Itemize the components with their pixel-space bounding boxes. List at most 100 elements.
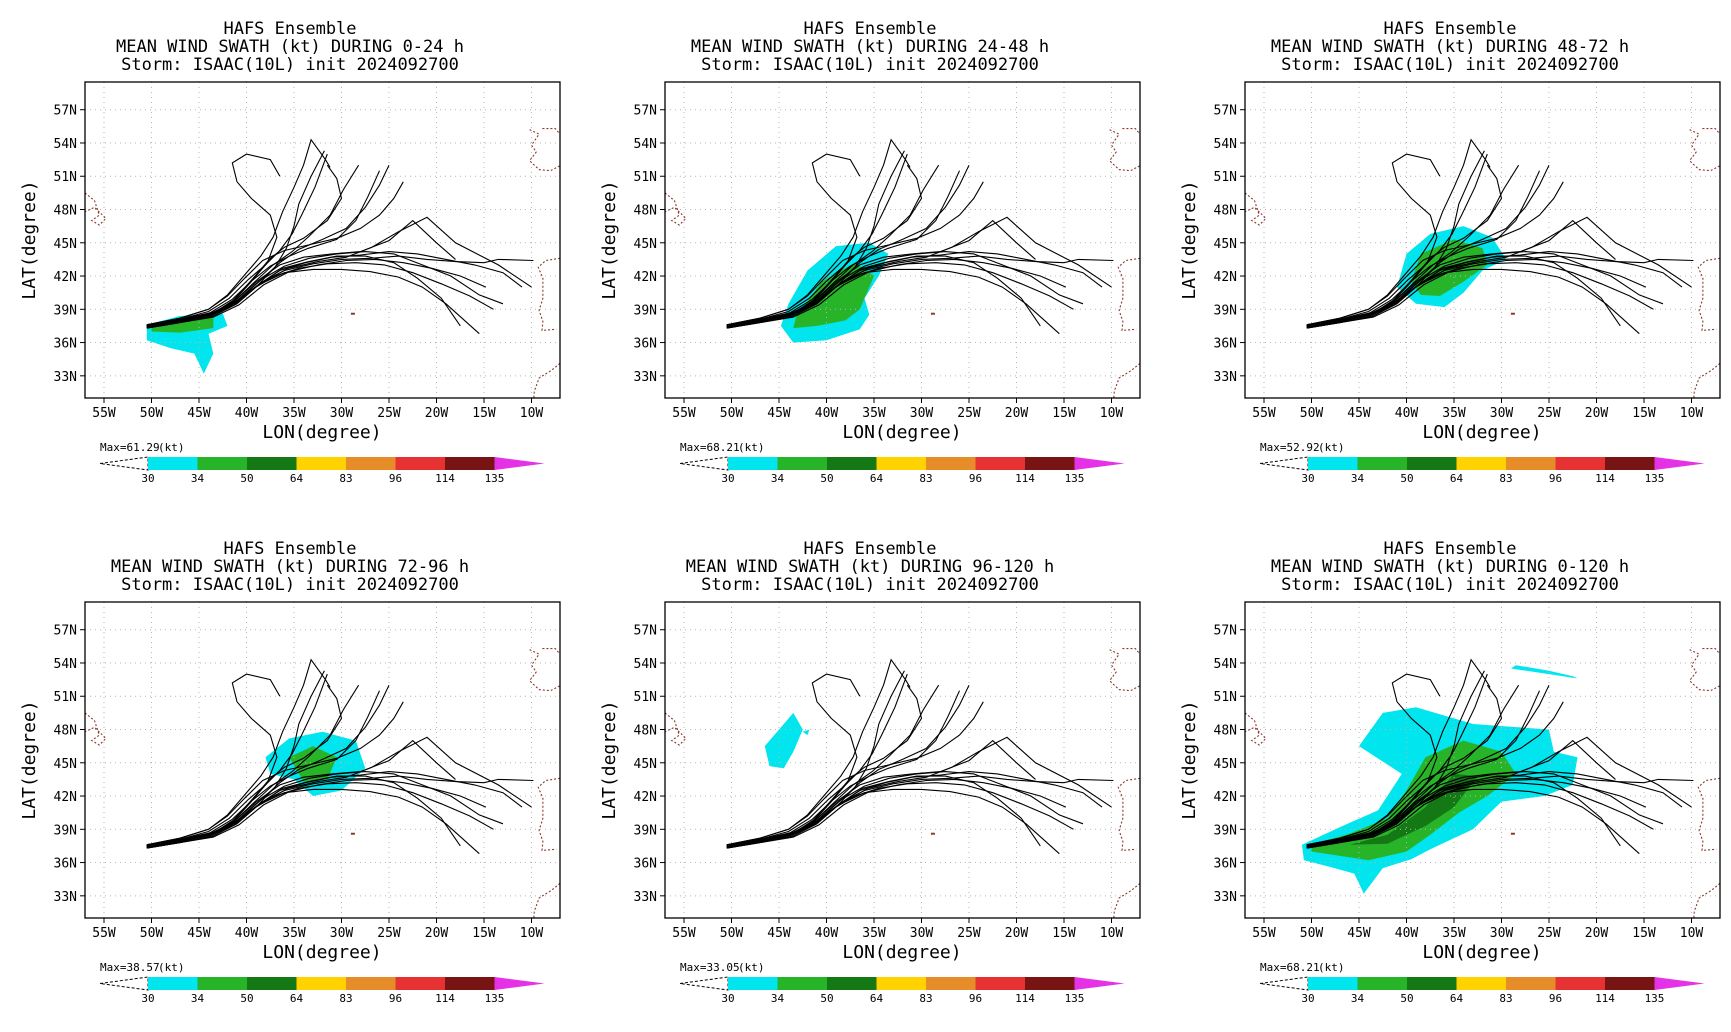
- y-tick-label: 57N: [1214, 624, 1237, 639]
- y-tick-label: 39N: [1214, 303, 1237, 318]
- colorbar-tick-label: 114: [1595, 992, 1615, 1005]
- colorbar-tick-label: 135: [485, 992, 505, 1005]
- colorbar-tick-label: 135: [1065, 472, 1085, 485]
- y-tick-label: 39N: [634, 823, 657, 838]
- colorbar-swatch-50: [1407, 457, 1457, 470]
- coastline: [1697, 257, 1720, 331]
- y-axis-label: LAT(degree): [19, 180, 40, 299]
- y-tick-label: 54N: [634, 657, 657, 672]
- colorbar-tick-label: 64: [290, 992, 304, 1005]
- colorbar-swatch-96: [975, 457, 1025, 470]
- x-tick-label: 55W: [1252, 926, 1276, 941]
- plot-frame: [84, 601, 561, 919]
- y-axis-label: LAT(degree): [599, 180, 620, 299]
- max-wind-units: (kt): [158, 441, 185, 454]
- x-tick-label: 10W: [1680, 406, 1704, 421]
- y-tick-label: 45N: [634, 237, 657, 252]
- colorbar-swatch-50: [247, 457, 297, 470]
- ensemble-track-1: [726, 690, 961, 847]
- max-wind-label: Max=33.05: [680, 961, 740, 974]
- panel-subtitle: MEAN WIND SWATH (kt) DURING 48-72 h: [1271, 37, 1629, 57]
- panel-storm-label: Storm: ISAAC(10L) init 2024092700: [701, 55, 1039, 75]
- y-tick-label: 42N: [54, 270, 77, 285]
- y-tick-label: 57N: [54, 104, 77, 119]
- x-tick-label: 10W: [520, 406, 544, 421]
- colorbar-tick-label: 96: [389, 472, 402, 485]
- colorbar-swatch-30: [1308, 977, 1358, 990]
- colorbar-tick-label: 50: [240, 472, 253, 485]
- colorbar-tick-label: 34: [191, 472, 205, 485]
- x-tick-label: 55W: [1252, 406, 1276, 421]
- coastline: [528, 128, 560, 172]
- x-tick-label: 15W: [472, 926, 496, 941]
- colorbar-over-triangle: [1074, 977, 1125, 990]
- panel-title: HAFS Ensemble: [803, 19, 936, 39]
- colorbar-swatch-83: [346, 457, 396, 470]
- map-area: [1245, 82, 1720, 398]
- coastline: [1719, 620, 1720, 621]
- ensemble-track-16: [726, 164, 923, 327]
- colorbar-swatch-34: [1357, 977, 1407, 990]
- colorbar-tick-label: 50: [820, 992, 833, 1005]
- y-tick-label: 48N: [54, 204, 77, 219]
- y-tick-label: 42N: [54, 790, 77, 805]
- colorbar-tick-label: 114: [435, 472, 455, 485]
- colorbar-under-triangle: [679, 976, 729, 991]
- x-tick-label: 45W: [767, 406, 791, 421]
- colorbar-tick-label: 83: [339, 992, 352, 1005]
- panel-subtitle: MEAN WIND SWATH (kt) DURING 24-48 h: [691, 37, 1049, 57]
- y-tick-label: 57N: [1214, 104, 1237, 119]
- y-tick-label: 54N: [634, 137, 657, 152]
- x-tick-label: 20W: [1005, 406, 1029, 421]
- x-tick-label: 55W: [92, 406, 116, 421]
- colorbar-swatch-34: [777, 457, 827, 470]
- x-tick-label: 20W: [1005, 926, 1029, 941]
- x-tick-label: 25W: [1537, 406, 1561, 421]
- ensemble-track-14: [146, 216, 532, 329]
- panel-storm-label: Storm: ISAAC(10L) init 2024092700: [121, 55, 459, 75]
- x-tick-label: 40W: [1395, 926, 1419, 941]
- azores-islet: [1510, 312, 1515, 315]
- colorbar-over-triangle: [494, 457, 545, 470]
- x-tick-label: 45W: [767, 926, 791, 941]
- colorbar: Max=61.29(kt) 30 34 50 64 83 96 114 135: [99, 441, 545, 485]
- coastline: [1245, 712, 1267, 746]
- colorbar-swatch-83: [1506, 977, 1556, 990]
- max-wind-units: (kt): [1318, 441, 1345, 454]
- x-tick-label: 45W: [1347, 926, 1371, 941]
- colorbar-swatch-30: [1308, 457, 1358, 470]
- y-tick-label: 57N: [54, 624, 77, 639]
- panel-storm-label: Storm: ISAAC(10L) init 2024092700: [121, 575, 459, 595]
- x-tick-label: 40W: [815, 926, 839, 941]
- max-wind-label: Max=38.57: [100, 961, 160, 974]
- ensemble-track-17: [1306, 181, 1564, 326]
- max-wind-label: Max=68.21: [1260, 961, 1320, 974]
- y-tick-label: 33N: [54, 370, 77, 385]
- colorbar-tick-label: 83: [919, 992, 932, 1005]
- panel-title: HAFS Ensemble: [1383, 19, 1516, 39]
- ensemble-track-6: [146, 673, 281, 848]
- colorbar-tick-label: 135: [485, 472, 505, 485]
- y-tick-label: 36N: [634, 337, 657, 352]
- colorbar-swatch-96: [975, 977, 1025, 990]
- max-wind-units: (kt): [158, 961, 185, 974]
- colorbar-tick-label: 30: [1301, 992, 1314, 1005]
- x-tick-label: 35W: [1442, 926, 1466, 941]
- colorbar-tick-label: 135: [1645, 992, 1665, 1005]
- colorbar-swatch-114: [1025, 977, 1075, 990]
- panel-title: HAFS Ensemble: [803, 539, 936, 559]
- colorbar-swatch-34: [197, 457, 247, 470]
- ensemble-track-14: [726, 736, 1112, 849]
- wind-swath-level-30: [802, 729, 810, 736]
- max-wind-label: Max=52.92: [1260, 441, 1320, 454]
- y-axis-label: LAT(degree): [1179, 180, 1200, 299]
- ensemble-track-16: [146, 164, 343, 327]
- azores-islet: [930, 832, 935, 835]
- coastline: [1245, 192, 1267, 226]
- colorbar-swatch-34: [777, 977, 827, 990]
- x-tick-label: 15W: [1632, 406, 1656, 421]
- x-axis-label: LON(degree): [1422, 422, 1541, 443]
- colorbar-swatch-96: [395, 977, 445, 990]
- y-tick-label: 39N: [54, 303, 77, 318]
- x-tick-label: 20W: [1585, 406, 1609, 421]
